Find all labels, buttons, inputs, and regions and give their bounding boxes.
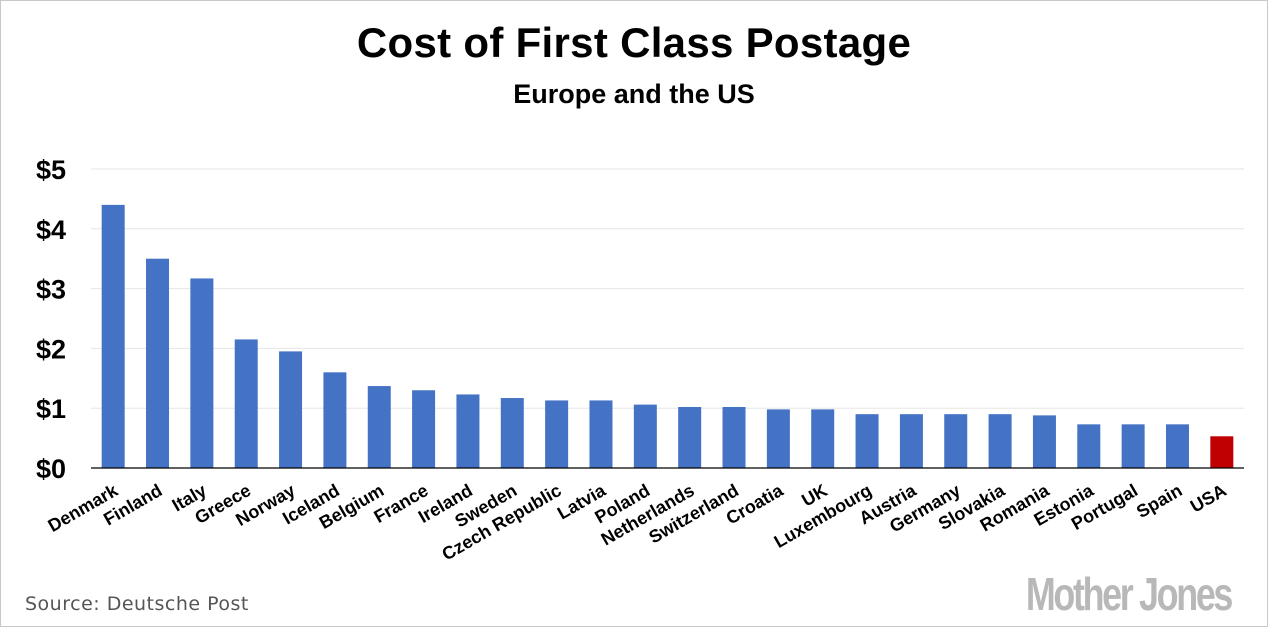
chart-title: Cost of First Class Postage	[356, 19, 912, 66]
bar	[811, 409, 835, 468]
mother-jones-logo: Mother Jones	[1025, 568, 1234, 620]
bar	[412, 390, 436, 468]
bar	[1032, 415, 1056, 468]
bar	[279, 351, 303, 468]
bar	[190, 278, 214, 468]
bar	[1210, 436, 1234, 468]
y-tick-label: $3	[36, 275, 66, 305]
y-tick-label: $5	[36, 155, 66, 185]
bar	[146, 258, 170, 468]
chart-subtitle: Europe and the US	[513, 79, 755, 109]
bar	[1121, 424, 1145, 468]
y-tick-label: $4	[36, 215, 66, 245]
bar	[500, 398, 524, 468]
bar	[766, 409, 790, 468]
x-tick-label: USA	[1187, 480, 1230, 516]
bar	[456, 394, 480, 468]
bar	[722, 407, 746, 468]
y-tick-label: $1	[36, 394, 66, 424]
bar	[988, 414, 1012, 468]
bar	[1077, 424, 1101, 468]
bar	[1165, 424, 1189, 468]
bar	[234, 339, 258, 468]
bar	[944, 414, 968, 468]
y-tick-label: $2	[36, 334, 66, 364]
bar	[323, 372, 347, 468]
bar	[855, 414, 879, 468]
bar	[899, 414, 923, 468]
bar	[633, 404, 657, 468]
bar	[367, 386, 391, 468]
bar	[589, 400, 613, 468]
source-note: Source: Deutsche Post	[25, 593, 249, 615]
y-tick-label: $0	[36, 454, 66, 484]
bar	[101, 204, 125, 468]
bar	[678, 407, 702, 468]
bar	[545, 400, 569, 468]
x-tick-label: Spain	[1133, 480, 1185, 522]
